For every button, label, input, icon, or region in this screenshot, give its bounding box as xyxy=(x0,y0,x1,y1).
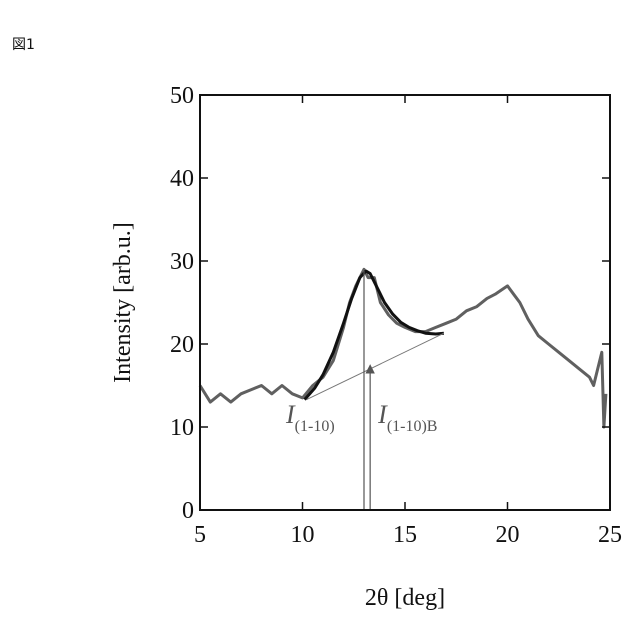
annotation-subscript: (1-10) xyxy=(295,418,335,435)
y-tick-label: 50 xyxy=(170,83,194,109)
annotation-label: I(1-10) xyxy=(285,400,335,435)
x-tick-label: 10 xyxy=(291,522,315,548)
x-tick-label: 15 xyxy=(393,522,417,548)
y-tick-label: 40 xyxy=(170,166,194,192)
y-tick-label: 10 xyxy=(170,415,194,441)
y-tick-label: 20 xyxy=(170,332,194,358)
series-line-0 xyxy=(200,269,606,427)
series-line-1 xyxy=(305,271,444,400)
y-tick-label: 0 xyxy=(182,498,194,524)
plot-frame xyxy=(200,95,610,510)
annotation-label: I(1-10)B xyxy=(377,400,437,435)
x-tick-label: 5 xyxy=(194,522,206,548)
x-axis-label: 2θ [deg] xyxy=(365,585,445,611)
series-layer xyxy=(200,269,606,427)
y-axis-label: Intensity [arb.u.] xyxy=(110,222,136,383)
y-tick-label: 30 xyxy=(170,249,194,275)
x-tick-label: 20 xyxy=(496,522,520,548)
x-tick-label: 25 xyxy=(598,522,622,548)
annotation-subscript: (1-10)B xyxy=(387,418,438,435)
